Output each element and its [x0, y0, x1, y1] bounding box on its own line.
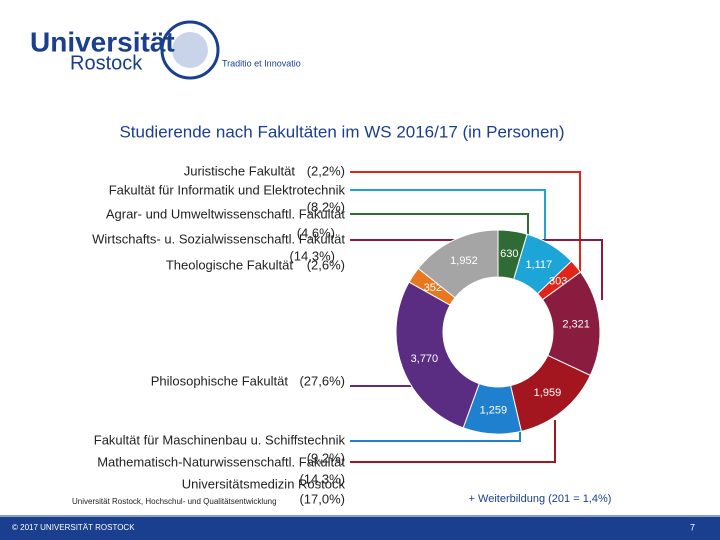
logo-top: Universität	[30, 26, 175, 57]
page-number: 7	[690, 522, 695, 532]
label: Juristische Fakultät	[184, 163, 296, 178]
value-label: 1,959	[534, 387, 562, 399]
seal	[160, 20, 220, 80]
label: Wirtschafts- u. Sozialwissenschaftl. Fak…	[92, 231, 345, 246]
leader	[350, 428, 521, 442]
label-share: (9,2%)	[307, 450, 345, 465]
label: Fakultät für Maschinenbau u. Schiffstech…	[94, 432, 346, 447]
value-label: 1,952	[450, 255, 478, 267]
donut-slice	[395, 281, 480, 429]
leader	[350, 189, 546, 240]
label-share: (14,3%)	[299, 471, 345, 486]
label: Agrar- und Umweltwissenschaftl. Fakultät	[106, 206, 346, 221]
value-label: 2,321	[562, 319, 590, 331]
source: Universität Rostock, Hochschul- und Qual…	[72, 497, 277, 506]
leader	[350, 213, 529, 238]
label: Philosophische Fakultät	[151, 373, 289, 388]
value-label: 630	[500, 248, 518, 260]
label: Theologische Fakultät	[166, 257, 294, 272]
leader	[350, 239, 603, 300]
label-share: (8,2%)	[307, 199, 345, 214]
label: Universitätsmedizin Rostock	[182, 476, 346, 491]
seal-inner	[172, 32, 208, 68]
label-share: (27,6%)	[299, 373, 345, 388]
motto: Traditio et Innovatio	[222, 58, 301, 68]
logo-bottom: Rostock	[70, 52, 143, 74]
leader	[350, 420, 556, 463]
copyright: © 2017 UNIVERSITÄT ROSTOCK	[12, 523, 135, 532]
value-label: 1,117	[525, 259, 552, 271]
label: Mathematisch-Naturwissenschaftl. Fakultä…	[97, 454, 345, 469]
chart-title: Studierende nach Fakultäten im WS 2016/1…	[119, 122, 564, 141]
label-share: (2,2%)	[307, 163, 345, 178]
donut-slice	[417, 229, 499, 299]
label-share: (14,3%)	[289, 248, 335, 263]
value-label: 3,770	[411, 353, 439, 365]
note: + Weiterbildung (201 = 1,4%)	[469, 493, 612, 505]
label-share: (17,0%)	[299, 491, 345, 506]
value-label: 1,259	[480, 404, 508, 416]
value-label: 352	[424, 282, 442, 294]
footer-bar	[0, 517, 720, 540]
label-share: (4,6%)	[297, 225, 335, 240]
label-share: (2,6%)	[307, 257, 345, 272]
label: Fakultät für Informatik und Elektrotechn…	[109, 182, 346, 197]
leader	[350, 171, 581, 285]
